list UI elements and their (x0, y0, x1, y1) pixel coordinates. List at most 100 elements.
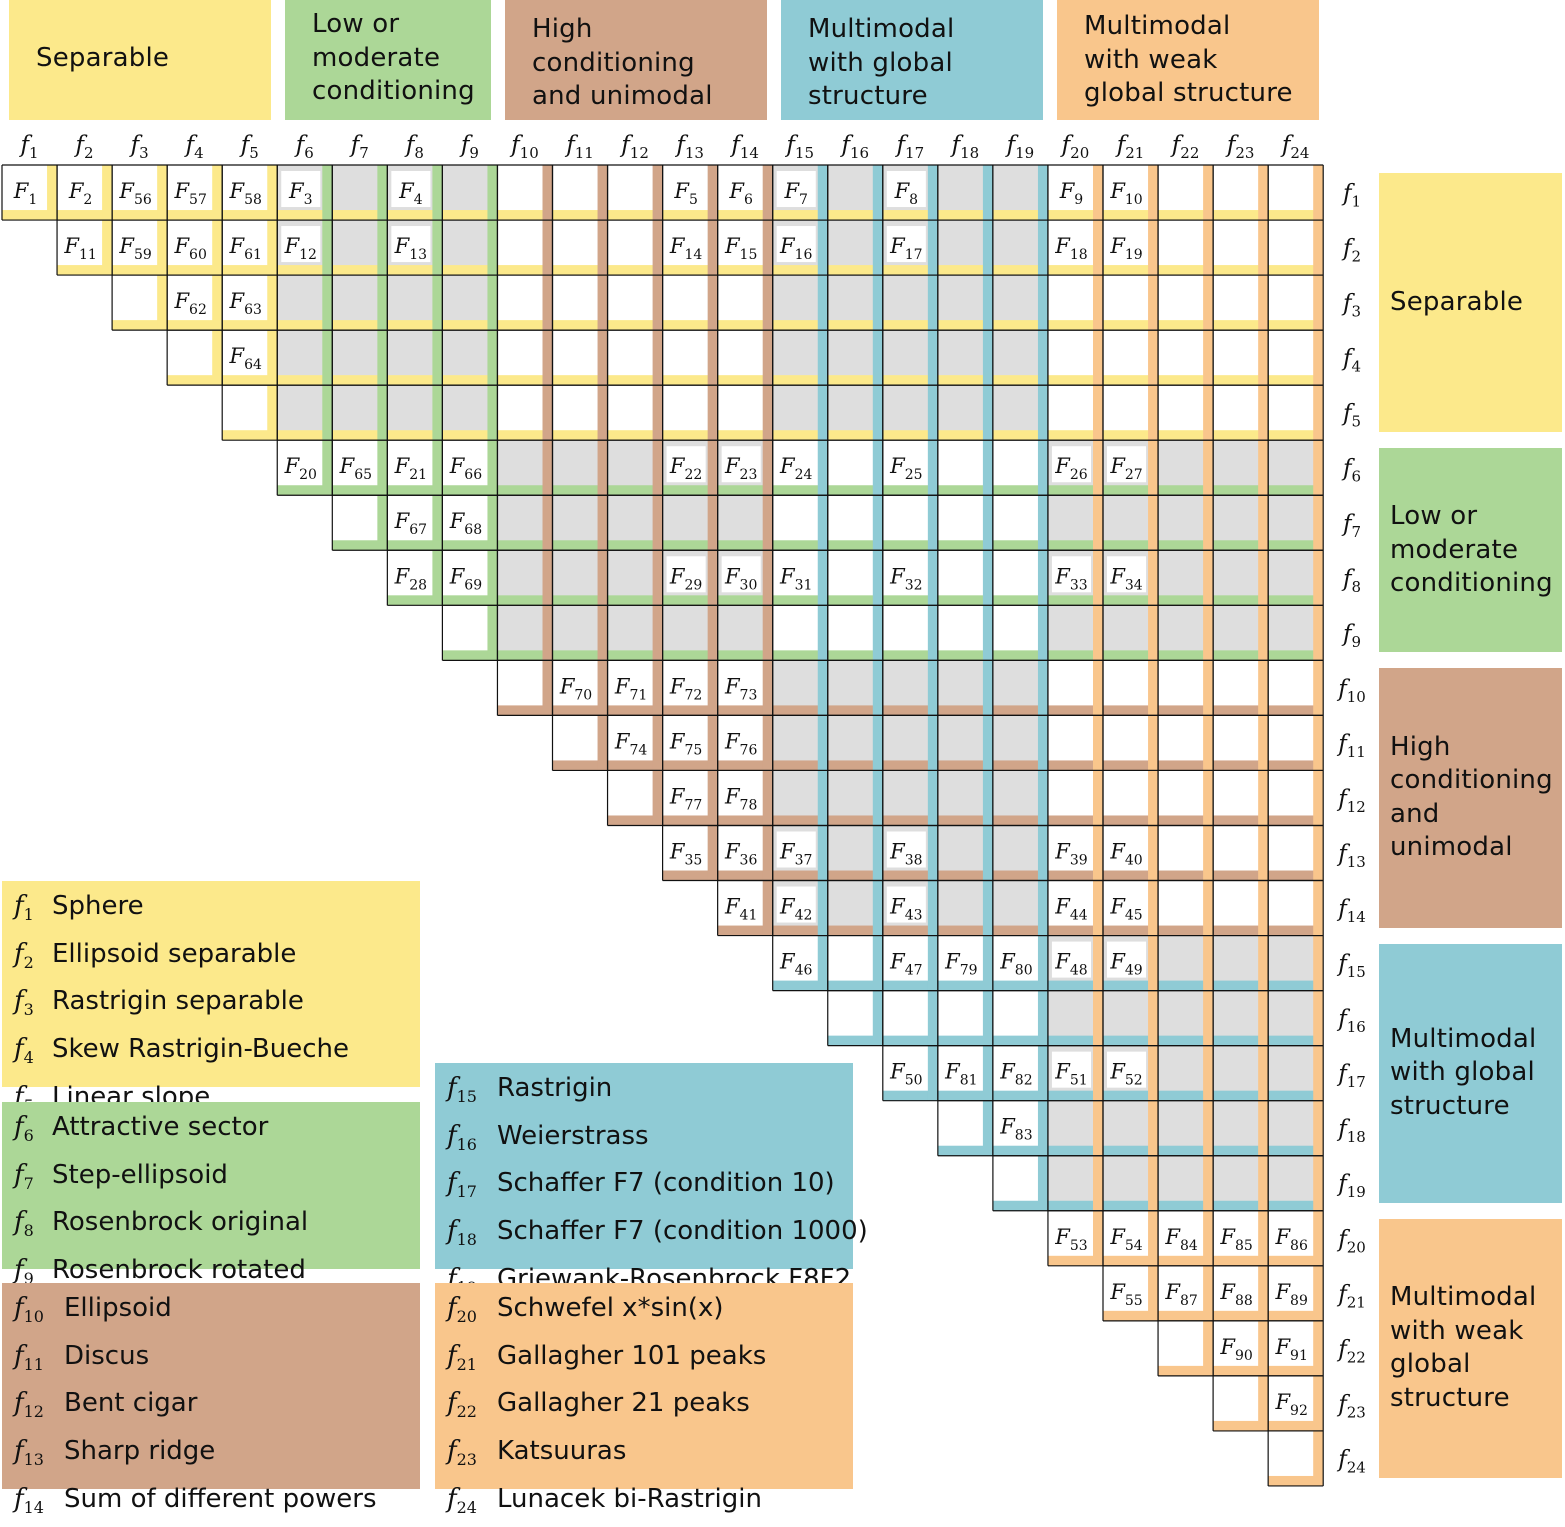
column-group-band (102, 220, 113, 276)
legend-item: f24 Lunacek bi-Rastrigin (447, 1480, 841, 1527)
column-header: f5 (239, 132, 259, 162)
column-group-band (652, 165, 663, 221)
legend-item: f22 Gallagher 21 peaks (447, 1384, 841, 1432)
column-group-band (1313, 1100, 1324, 1156)
cell-label-bg (1051, 171, 1091, 208)
column-group-band (1093, 1045, 1103, 1101)
row-group-band (1268, 320, 1324, 331)
pair-label: F57 (173, 179, 206, 208)
row-group-band (277, 265, 333, 276)
row-group-band (1158, 870, 1214, 881)
column-group-band (872, 275, 883, 331)
column-group-band (817, 935, 828, 991)
row-group-band (442, 595, 498, 606)
pair-label: F85 (1219, 1225, 1252, 1254)
cell-label-bg (226, 171, 266, 208)
column-group-band (1258, 1210, 1269, 1266)
column-group-band (872, 495, 883, 551)
column-group-band (1203, 440, 1214, 496)
pair-label: F1 (13, 179, 38, 208)
column-group-band (542, 385, 553, 441)
pair-label: F45 (1109, 895, 1142, 924)
row-group-band (882, 980, 938, 991)
row-group-band (992, 980, 1048, 991)
column-group-band (1148, 605, 1159, 661)
cell-label-bg (1051, 941, 1091, 978)
row-group-band (992, 1090, 1048, 1101)
row-group-band (1047, 980, 1103, 991)
function-legend: f1 Sphere f2 Ellipsoid separable f3 Rastrigin… (2, 881, 420, 1115)
cell-label-bg (1107, 1216, 1147, 1253)
pair-label: F19 (1109, 234, 1142, 263)
pair-label: F63 (229, 289, 262, 318)
row-group-band (387, 320, 443, 331)
row-group-band (937, 375, 993, 386)
row-label: f19 (1336, 1171, 1366, 1201)
column-group-band (872, 715, 883, 771)
row-group-band (937, 815, 993, 826)
column-group-band (982, 935, 993, 991)
cell-label-bg (1051, 1051, 1091, 1088)
row-group-band (1268, 1035, 1324, 1046)
row-group-band (827, 320, 883, 331)
row-group-band (1268, 1420, 1324, 1431)
row-group-band (332, 375, 388, 386)
pair-label: F25 (889, 454, 922, 483)
row-group-band (772, 925, 828, 936)
column-group-band (1148, 385, 1159, 441)
column-group-band (157, 220, 168, 276)
row-group-band (1158, 595, 1214, 606)
legend-item: f15 Rastrigin (447, 1069, 841, 1117)
column-group-band (982, 715, 993, 771)
row-group-band (1158, 320, 1214, 331)
row-group-band (442, 320, 498, 331)
row-group-band (1268, 1145, 1324, 1156)
row-group-band (222, 430, 278, 441)
row-group-band (662, 815, 718, 826)
column-group-band (927, 825, 938, 881)
column-group-band (1258, 1155, 1269, 1211)
function-symbol: f21 (447, 1340, 477, 1374)
group-side-text: conditioning (1390, 765, 1553, 796)
column-group-band (1203, 880, 1214, 936)
row-group-band (772, 320, 828, 331)
row-group-band (497, 595, 553, 606)
row-group-band (222, 320, 278, 331)
column-group-band (872, 550, 883, 606)
group-header-text: with weak (1084, 44, 1218, 75)
row-group-band (1047, 925, 1103, 936)
column-group-band (597, 275, 608, 331)
group-side-box (1379, 668, 1562, 928)
column-group-band (652, 275, 663, 331)
column-group-band (1148, 330, 1159, 386)
pair-label: F9 (1059, 179, 1084, 208)
column-group-band (1258, 330, 1269, 386)
column-group-band (1313, 385, 1324, 441)
row-group-band (1268, 650, 1324, 661)
row-group-band (662, 870, 718, 881)
row-label: f22 (1336, 1336, 1366, 1366)
pair-label: F78 (724, 784, 757, 813)
row-group-band (332, 430, 388, 441)
column-group-band (1258, 385, 1269, 441)
row-group-band (717, 870, 773, 881)
column-group-band (1313, 1430, 1324, 1486)
cell-label-bg (721, 666, 761, 703)
column-group-band (1148, 990, 1159, 1046)
row-group-band (497, 320, 553, 331)
row-group-band (332, 485, 388, 496)
column-header: f22 (1170, 132, 1200, 162)
column-group-band (1037, 880, 1048, 936)
row-group-band (332, 540, 388, 551)
row-group-band (1103, 705, 1159, 716)
cell-label-bg (171, 171, 211, 208)
row-group-band (717, 485, 773, 496)
row-group-band (167, 210, 223, 221)
column-group-band (542, 550, 553, 606)
column-header: f20 (1060, 132, 1090, 162)
column-group-band (817, 440, 828, 496)
column-group-band (1258, 1265, 1269, 1321)
row-group-band (937, 265, 993, 276)
row-group-band (1268, 595, 1324, 606)
cell-label-bg (666, 831, 706, 868)
